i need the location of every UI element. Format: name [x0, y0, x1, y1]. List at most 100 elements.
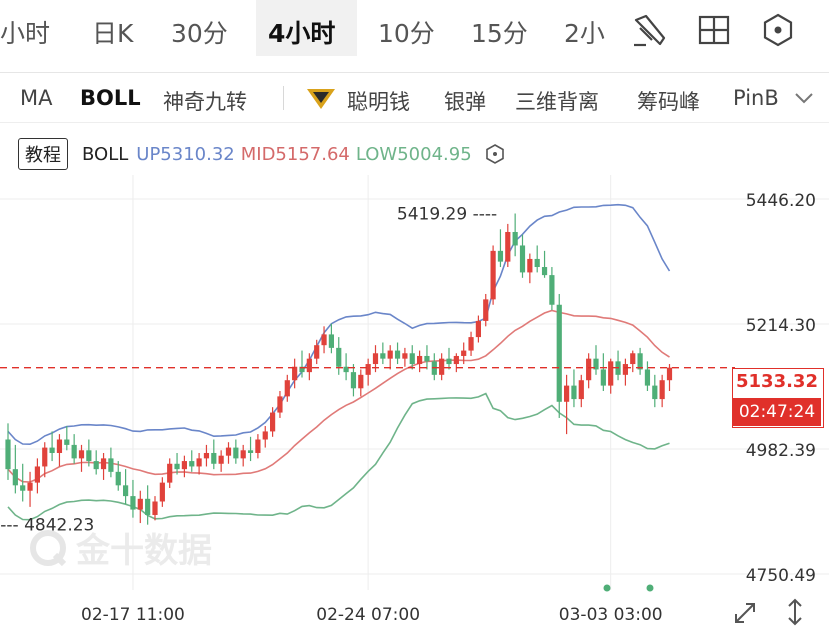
- candle-80: [593, 345, 599, 375]
- candle-body-48: [358, 374, 364, 389]
- candle-body-6: [49, 447, 55, 453]
- candle-body-56: [417, 355, 423, 365]
- current-price-label: 5133.32: [736, 371, 818, 392]
- indicator-smart-money[interactable]: 聪明钱: [347, 90, 410, 114]
- tab-hour[interactable]: 小时: [0, 19, 51, 48]
- vertical-scale-icon[interactable]: [780, 596, 810, 628]
- candle-body-19: [145, 498, 151, 515]
- candle-body-72: [534, 258, 540, 268]
- candle-body-64: [475, 320, 481, 338]
- candle-76: [564, 374, 570, 435]
- grid-layout-icon[interactable]: [694, 10, 734, 50]
- candle-9: [71, 434, 77, 464]
- watermark-text: 金十数据: [75, 531, 212, 571]
- y-tick-label-0: 5446.20: [746, 191, 816, 211]
- candle-body-67: [497, 250, 504, 262]
- candle-body-53: [394, 350, 401, 359]
- candle-41: [306, 353, 312, 381]
- candle-27: [203, 444, 210, 467]
- candle-body-40: [299, 366, 305, 373]
- tab-30min[interactable]: 30分: [171, 19, 228, 48]
- indicator-bar: MA BOLL 神奇九转 聪明钱 银弹 三维背离 筹码峰 PinB: [0, 76, 829, 122]
- tab-daily[interactable]: 日K: [92, 19, 134, 48]
- candle-body-71: [527, 258, 533, 273]
- indicator-td9[interactable]: 神奇九转: [163, 90, 247, 114]
- candle-2: [20, 463, 26, 502]
- candle-43: [321, 326, 327, 354]
- chevron-down-icon[interactable]: [793, 90, 815, 106]
- indicator-chip-peak[interactable]: 筹码峰: [637, 90, 700, 114]
- candle-body-33: [247, 450, 254, 453]
- candle-body-60: [446, 358, 452, 365]
- indicator-3d-divergence[interactable]: 三维背离: [515, 90, 599, 114]
- current-price-tag: 5133.32 02:47:24: [732, 368, 824, 428]
- candle-body-17: [130, 496, 136, 510]
- indicator-ma[interactable]: MA: [20, 86, 53, 110]
- candle-body-57: [424, 355, 430, 362]
- candles: [5, 213, 673, 525]
- candle-body-18: [137, 498, 143, 510]
- candle-body-41: [306, 358, 312, 373]
- boll-mid-line: [7, 309, 670, 483]
- candle-65: [483, 293, 489, 327]
- axis-labels: 5446.20 5214.30 4982.39 4750.49 02-17 11:00 0…: [81, 191, 816, 625]
- indicator-pinbar[interactable]: PinB: [733, 86, 779, 110]
- candle-81: [600, 353, 606, 391]
- candle-body-62: [461, 350, 467, 356]
- indicator-silver-bullet[interactable]: 银弹: [444, 90, 486, 114]
- candle-21: [159, 477, 165, 507]
- tab-2hour[interactable]: 2小: [564, 19, 605, 48]
- candle-37: [277, 390, 283, 418]
- legend-settings-icon[interactable]: [484, 143, 506, 165]
- candle-body-4: [34, 466, 40, 483]
- draw-pen-icon[interactable]: [630, 10, 670, 50]
- y-tick-label-1: 5214.30: [746, 316, 816, 336]
- settings-hexagon-icon[interactable]: [758, 10, 798, 50]
- candle-35: [262, 426, 268, 448]
- watermark-logo: 金十数据: [30, 530, 212, 571]
- candle-body-54: [402, 353, 408, 359]
- tutorial-button[interactable]: 教程: [18, 138, 68, 170]
- indicator-divider: [0, 122, 829, 123]
- candle-body-85: [630, 353, 636, 365]
- candle-53: [394, 342, 401, 365]
- candle-49: [365, 358, 371, 386]
- tab-10min[interactable]: 10分: [378, 19, 435, 48]
- candle-body-38: [284, 380, 290, 397]
- candle-4: [34, 458, 40, 494]
- candle-5: [42, 442, 48, 478]
- indicator-boll[interactable]: BOLL: [80, 86, 141, 110]
- fullscreen-icon[interactable]: [730, 596, 760, 628]
- tab-4hour[interactable]: 4小时: [268, 19, 336, 48]
- candle-body-34: [255, 439, 261, 453]
- candle-body-81: [600, 369, 606, 386]
- candle-body-42: [314, 345, 320, 359]
- candle-body-3: [27, 482, 33, 491]
- chart-grid: [0, 175, 829, 590]
- tab-15min[interactable]: 15分: [471, 19, 528, 48]
- candle-body-89: [659, 380, 665, 400]
- boll-up-line: [7, 203, 671, 446]
- candle-body-51: [380, 353, 386, 359]
- candle-body-2: [20, 485, 26, 491]
- candle-body-49: [365, 364, 371, 375]
- legend-mid: MID5157.64: [240, 143, 350, 165]
- candle-39: [292, 358, 298, 389]
- candle-26: [196, 452, 202, 475]
- candle-body-79: [586, 358, 592, 381]
- signal-dot-0: [603, 584, 611, 592]
- candle-72: [534, 245, 540, 273]
- tabs-divider: [0, 72, 829, 73]
- candle-body-36: [270, 412, 276, 432]
- candle-body-5: [42, 447, 48, 467]
- candle-3: [27, 471, 33, 507]
- candle-17: [130, 479, 136, 518]
- candle-55: [409, 345, 415, 370]
- candle-79: [586, 353, 592, 389]
- candle-77: [571, 369, 577, 408]
- candle-body-90: [666, 367, 673, 381]
- candle-33: [247, 436, 254, 462]
- y-tick-label-3: 4750.49: [746, 566, 816, 586]
- candle-18: [137, 490, 143, 524]
